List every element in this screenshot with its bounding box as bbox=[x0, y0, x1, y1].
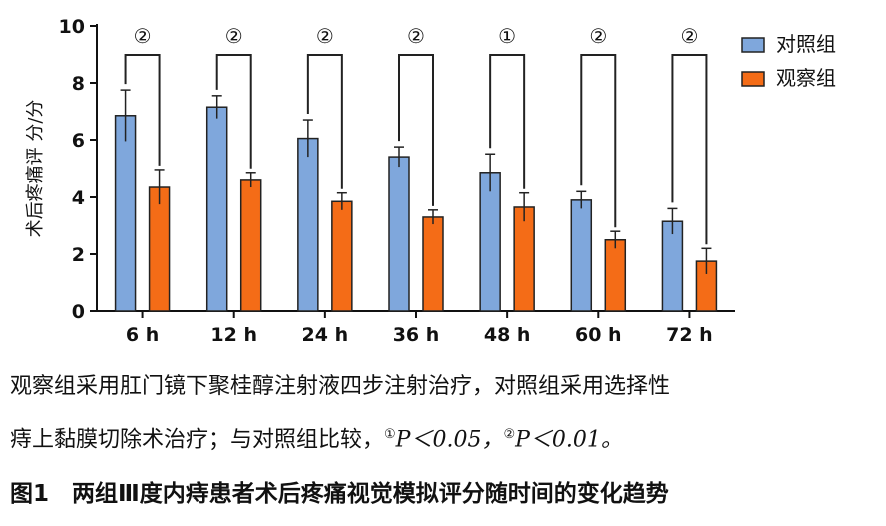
x-tick-label: 6 h bbox=[126, 324, 159, 346]
bar-observation bbox=[239, 179, 262, 312]
significance-mark-1: ① bbox=[384, 427, 396, 442]
bar-observation bbox=[604, 239, 627, 312]
x-tick-label: 36 h bbox=[393, 324, 440, 346]
significance-bracket bbox=[671, 54, 708, 245]
caption-line-2: 痔上黏膜切除术治疗；与对照组比较，①P＜0.05，②P＜0.01。 bbox=[10, 420, 623, 455]
x-tick-label: 12 h bbox=[210, 324, 257, 346]
bar-chart: 0 2 4 6 8 10 术后疼痛评 分/分 6 h 12 h 24 h 36 h 48 h 60 h 7… bbox=[25, 16, 836, 346]
y-tick-label: 0 bbox=[72, 301, 85, 323]
significance-marker: ② bbox=[407, 24, 425, 48]
y-tick-label: 10 bbox=[59, 16, 85, 38]
significance-bracket bbox=[124, 54, 161, 166]
bar-control bbox=[661, 220, 684, 312]
chart-bars bbox=[114, 89, 718, 312]
p-value-1: P＜0.05， bbox=[395, 427, 504, 453]
bar-control bbox=[388, 156, 410, 312]
bar-observation bbox=[148, 186, 171, 312]
bar-control bbox=[570, 199, 593, 312]
chart-axes: 0 2 4 6 8 10 术后疼痛评 分/分 6 h 12 h 24 h 36 h 48 h 60 h 7… bbox=[25, 16, 735, 346]
legend-swatch-observation bbox=[741, 71, 765, 87]
bar-control bbox=[479, 172, 501, 312]
legend-label-observation: 观察组 bbox=[776, 66, 836, 90]
y-tick-label: 4 bbox=[72, 187, 85, 209]
x-tick-label: 60 h bbox=[575, 324, 622, 346]
caption-line-1: 观察组采用肛门镜下聚桂醇注射液四步注射治疗，对照组采用选择性 bbox=[10, 374, 671, 399]
y-tick-label: 2 bbox=[72, 244, 85, 266]
bar-observation bbox=[513, 206, 535, 312]
significance-bracket bbox=[215, 54, 252, 169]
p-value-2: P＜0.01。 bbox=[515, 427, 623, 453]
significance-marker: ② bbox=[225, 24, 243, 48]
bar-control bbox=[205, 106, 228, 312]
significance-marker: ② bbox=[680, 24, 698, 48]
y-tick-label: 6 bbox=[72, 130, 85, 152]
significance-mark-2: ② bbox=[503, 427, 516, 442]
bar-control bbox=[114, 115, 137, 312]
caption-line-2-text: 痔上黏膜切除术治疗；与对照组比较， bbox=[10, 427, 385, 453]
legend-label-control: 对照组 bbox=[776, 32, 836, 56]
significance-marker: ② bbox=[316, 24, 334, 48]
figure-title: 图1 两组Ⅲ度内痔患者术后疼痛视觉模拟评分随时间的变化趋势 bbox=[10, 481, 669, 507]
significance-marker: ② bbox=[134, 24, 152, 48]
y-tick-label: 8 bbox=[72, 73, 85, 95]
x-tick-label: 72 h bbox=[666, 324, 713, 346]
significance-brackets: ② ② ② ② ① ② ② bbox=[124, 24, 708, 245]
legend-swatch-control bbox=[741, 37, 765, 53]
significance-marker: ① bbox=[498, 24, 516, 48]
x-tick-label: 48 h bbox=[484, 324, 531, 346]
significance-bracket bbox=[398, 54, 434, 206]
significance-bracket bbox=[489, 54, 526, 189]
bar-control bbox=[297, 137, 319, 312]
significance-marker: ② bbox=[589, 24, 607, 48]
x-tick-label: 24 h bbox=[302, 324, 349, 346]
y-axis-label: 术后疼痛评 分/分 bbox=[25, 100, 46, 238]
significance-bracket bbox=[580, 54, 617, 228]
bar-observation bbox=[331, 200, 353, 312]
bar-observation bbox=[422, 216, 444, 312]
significance-bracket bbox=[306, 54, 343, 189]
